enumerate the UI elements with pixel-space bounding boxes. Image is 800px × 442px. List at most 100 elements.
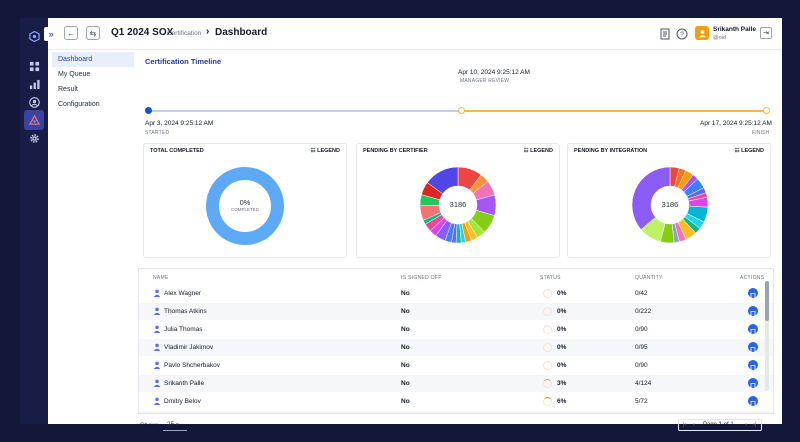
timeline-start-marker [145, 107, 152, 114]
document-icon[interactable] [659, 28, 671, 40]
breadcrumb-page: Dashboard [215, 27, 268, 38]
cell-status: 0% [557, 344, 567, 351]
cell-status: 0% [557, 362, 567, 369]
card-total-completed: TOTAL COMPLETED ☷ LEGEND 0% COMPLETED [143, 143, 347, 258]
donut-chart-certifier [419, 166, 497, 244]
page-size-value: 25 [167, 421, 175, 428]
legend-toggle[interactable]: ☷ LEGEND [523, 148, 553, 154]
view-details-button[interactable] [748, 378, 758, 389]
nav-item-my-queue[interactable]: My Queue [58, 71, 91, 78]
col-header-actions: ACTIONS [740, 275, 765, 281]
card-title: TOTAL COMPLETED [150, 148, 204, 154]
nav-item-dashboard[interactable]: Dashboard [52, 52, 134, 67]
svg-text:?: ? [680, 32, 684, 39]
next-page-icon[interactable]: › [745, 422, 747, 428]
certification-icon[interactable] [24, 110, 44, 130]
refresh-icon: ⇆ [89, 28, 97, 38]
view-details-button[interactable] [748, 360, 758, 371]
view-details-button[interactable] [748, 324, 758, 335]
card-title: PENDING BY INTEGRATION [574, 148, 648, 154]
timeline-remaining-line [461, 110, 766, 112]
donut-center-label: COMPLETED [230, 207, 259, 212]
table-row[interactable]: Vladimir Jakimov No 0% 0/95 [139, 339, 773, 356]
user-icon[interactable] [24, 92, 44, 112]
col-header-signed-off[interactable]: IS SIGNED OFF [401, 275, 442, 281]
page-title: Q1 2024 SOX [111, 27, 174, 38]
cell-signed-off: No [401, 308, 410, 315]
nav-item-configuration[interactable]: Configuration [58, 101, 100, 108]
card-pending-certifier: PENDING BY CERTIFIER ☷ LEGEND 3186 [356, 143, 560, 258]
table-row[interactable]: Ihor HoloukoNo0%0/351 [139, 411, 773, 413]
user-icon [153, 379, 161, 387]
avatar-user-icon [698, 29, 706, 37]
view-details-button[interactable] [748, 306, 758, 317]
table-row[interactable]: Dmitry Belov No 6% 5/72 [139, 393, 773, 410]
status-progress-ring [543, 289, 552, 298]
cell-name: Vladimir Jakimov [164, 344, 214, 351]
cell-quantity: 0/90 [635, 362, 648, 369]
table-row[interactable]: Alex Wagner No 0% 0/42 [139, 285, 773, 302]
logout-button[interactable]: ⇥ [760, 27, 772, 39]
legend-toggle[interactable]: ☷ LEGEND [310, 148, 340, 154]
cell-status: 0% [557, 326, 567, 333]
legend-label: LEGEND [317, 148, 340, 154]
last-page-icon[interactable]: ›| [753, 422, 757, 428]
expand-chevron-icon[interactable]: » [44, 27, 58, 41]
logo-glyph [28, 30, 40, 42]
status-progress-ring [543, 325, 552, 334]
help-icon[interactable]: ? [676, 28, 688, 40]
view-details-button[interactable] [748, 342, 758, 353]
first-page-icon[interactable]: |‹ [683, 422, 687, 428]
cell-signed-off: No [401, 290, 410, 297]
table-row[interactable]: Srikanth Palle No 3% 4/124 [139, 375, 773, 392]
status-progress-ring [543, 361, 552, 370]
table-row[interactable]: Pavlo Shcherbakov No 0% 0/90 [139, 357, 773, 374]
back-button[interactable]: ← [64, 26, 78, 40]
prev-page-icon[interactable]: ‹ [693, 422, 695, 428]
status-progress-ring [543, 397, 552, 406]
timeline-end-label: FINISH [752, 130, 770, 136]
timeline-start-label: STARTED [145, 130, 170, 136]
certifier-table: NAME IS SIGNED OFF STATUS QUANTITY ACTIO… [138, 268, 774, 414]
col-header-name[interactable]: NAME [153, 275, 169, 281]
view-details-button[interactable] [748, 396, 758, 407]
user-icon [153, 325, 161, 333]
nav-item-result[interactable]: Result [58, 86, 78, 93]
user-icon [153, 361, 161, 369]
page-size-select[interactable]: 25 ▾ [163, 419, 187, 431]
col-header-quantity[interactable]: QUANTITY [635, 275, 663, 281]
side-nav: Dashboard My Queue Result Configuration [52, 52, 134, 112]
icon-rail [20, 18, 48, 424]
user-icon [153, 289, 161, 297]
chevron-down-icon: ▾ [176, 422, 179, 428]
timeline-progress-line [148, 110, 461, 112]
scrollbar-thumb[interactable] [765, 281, 769, 321]
bar-chart-icon[interactable] [24, 74, 44, 94]
cell-signed-off: No [401, 326, 410, 333]
table-row[interactable]: Thomas Atkins No 0% 0/222 [139, 303, 773, 320]
timeline-start-date: Apr 3, 2024 9:25:12 AM [145, 120, 214, 127]
cell-name: Dmitry Belov [164, 398, 201, 405]
col-header-status[interactable]: STATUS [540, 275, 561, 281]
view-details-button[interactable] [748, 288, 758, 299]
cell-signed-off: No [401, 362, 410, 369]
donut-chart-total [206, 167, 284, 245]
pie-slice[interactable] [426, 166, 459, 195]
app-window: » ← ⇆ Q1 2024 SOX Certification › Dashbo… [44, 18, 782, 431]
pie-slice[interactable] [631, 166, 671, 230]
card-title: PENDING BY CERTIFIER [363, 148, 428, 154]
timeline-mid-date: Apr 10, 2024 9:25:12 AM [458, 69, 530, 76]
grid-icon[interactable] [24, 56, 44, 76]
legend-toggle[interactable]: ☷ LEGEND [734, 148, 764, 154]
document-icon [750, 293, 756, 299]
refresh-button[interactable]: ⇆ [86, 26, 100, 40]
document-icon [750, 365, 756, 371]
table-scrollbar[interactable] [765, 281, 769, 391]
pie-slice[interactable] [206, 167, 284, 245]
gear-icon[interactable] [24, 128, 44, 148]
user-name: Srikanth Palle [713, 26, 756, 33]
avatar[interactable] [695, 26, 709, 40]
table-row[interactable]: Julia Thomas No 0% 0/90 [139, 321, 773, 338]
app-logo-icon[interactable] [24, 26, 44, 46]
donut-center-value: 3186 [661, 200, 679, 209]
